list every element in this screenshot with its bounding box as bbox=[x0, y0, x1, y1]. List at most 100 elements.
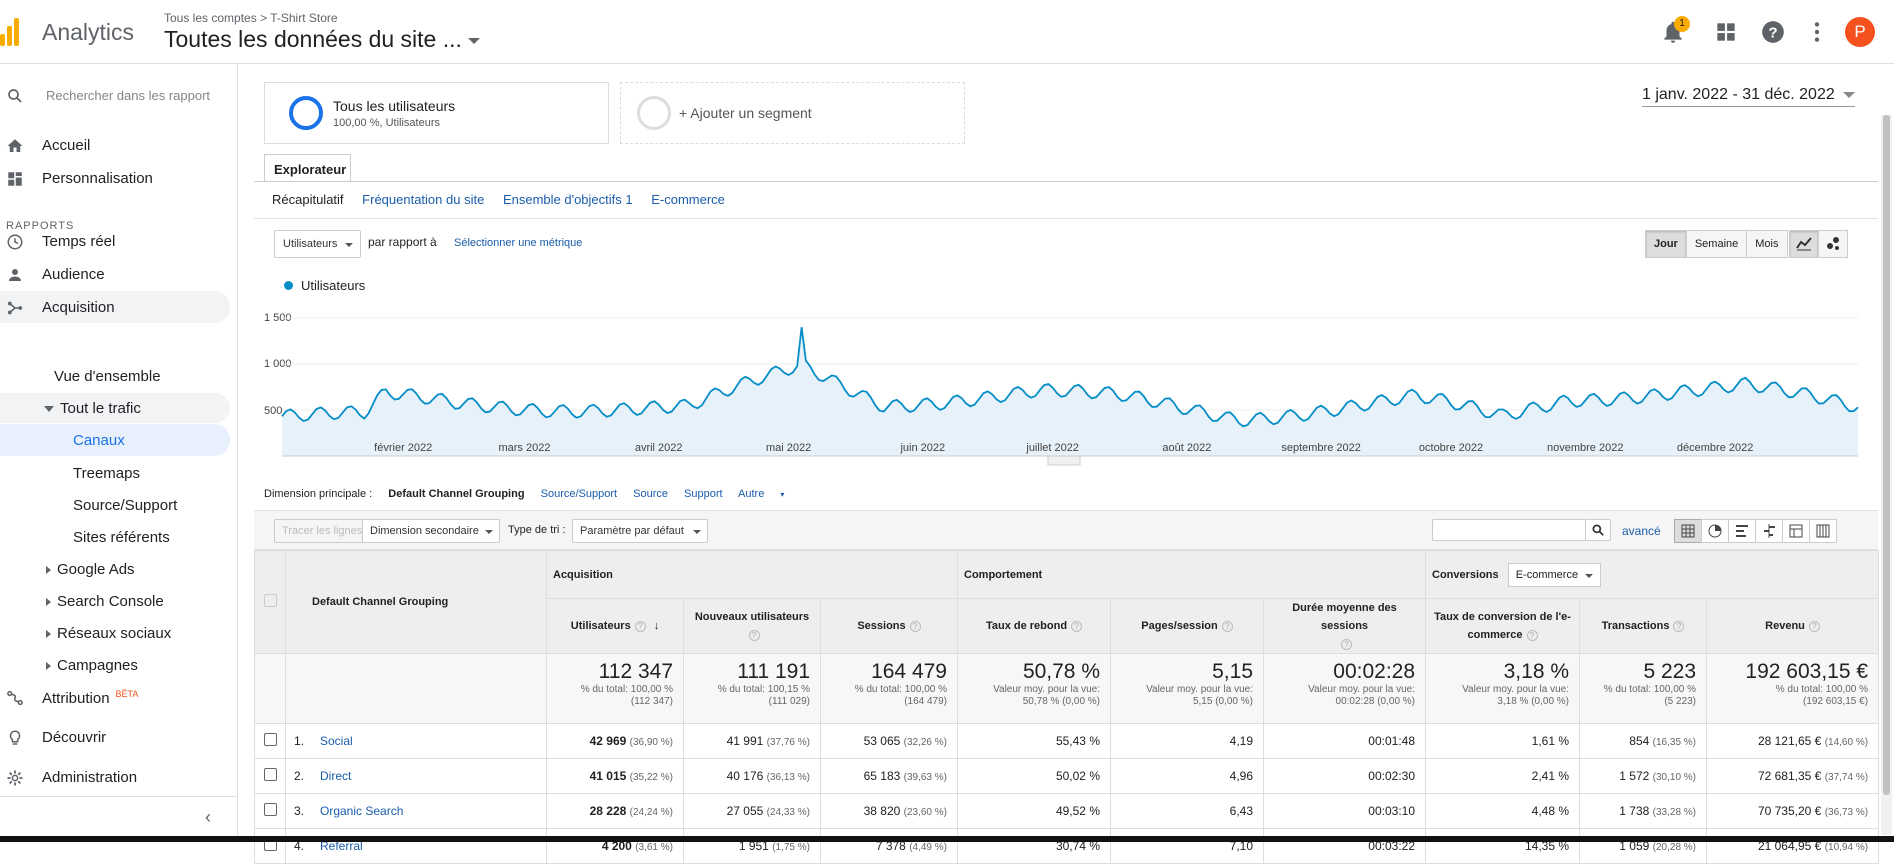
sidebar-item-attribution[interactable]: Attribution BÊTA bbox=[0, 681, 230, 713]
month-button[interactable]: Mois bbox=[1746, 230, 1788, 258]
help-icon[interactable]: ? bbox=[634, 621, 646, 632]
row-checkbox[interactable] bbox=[263, 768, 277, 781]
dimension-default-channel[interactable]: Default Channel Grouping bbox=[388, 488, 525, 500]
advanced-filter-link[interactable]: avancé bbox=[1622, 524, 1661, 538]
sidebar-item-referrals[interactable]: Sites référents bbox=[73, 529, 170, 546]
subtab-ecommerce[interactable]: E-commerce bbox=[651, 192, 725, 207]
table-search-button[interactable] bbox=[1585, 519, 1611, 541]
dimension-source[interactable]: Source bbox=[633, 488, 668, 500]
avatar[interactable]: P bbox=[1845, 17, 1875, 47]
row-channel-link[interactable]: Organic Search bbox=[320, 804, 404, 818]
sidebar-item-google-ads[interactable]: Google Ads bbox=[46, 561, 135, 578]
help-icon[interactable]: ? bbox=[1341, 639, 1352, 650]
dimension-medium[interactable]: Support bbox=[684, 488, 723, 500]
col-pages-session[interactable]: Pages/session? bbox=[1110, 598, 1264, 654]
help-icon[interactable]: ? bbox=[909, 621, 921, 632]
motion-chart-button[interactable] bbox=[1818, 230, 1848, 258]
totals-empty-cell bbox=[285, 653, 547, 724]
line-chart-button[interactable] bbox=[1789, 230, 1819, 258]
term-cloud-view-button[interactable] bbox=[1782, 519, 1810, 543]
sidebar-item-audience[interactable]: Audience bbox=[0, 258, 230, 290]
sidebar-item-acquisition[interactable]: Acquisition bbox=[0, 291, 230, 323]
data-view-button[interactable] bbox=[1674, 519, 1702, 543]
breadcrumb-account[interactable]: Tous les comptes bbox=[164, 11, 257, 25]
app-name[interactable]: Analytics bbox=[42, 19, 135, 45]
search-input[interactable]: Rechercher dans les rapport bbox=[46, 88, 211, 103]
comparison-view-button[interactable] bbox=[1755, 519, 1783, 543]
sidebar-item-admin[interactable]: Administration bbox=[0, 761, 230, 793]
secondary-dimension-select[interactable]: Dimension secondaire bbox=[362, 519, 500, 543]
clock-icon bbox=[7, 234, 23, 250]
sidebar-search[interactable]: Rechercher dans les rapport bbox=[0, 82, 238, 110]
pivot-view-button[interactable] bbox=[1809, 519, 1837, 543]
subtab-goal-set-1[interactable]: Ensemble d'objectifs 1 bbox=[502, 192, 633, 207]
sidebar-item-realtime[interactable]: Temps réel bbox=[0, 225, 230, 257]
row-channel-link[interactable]: Direct bbox=[320, 769, 352, 783]
scrollbar-thumb[interactable] bbox=[1883, 115, 1890, 795]
subtab-summary[interactable]: Récapitulatif bbox=[272, 192, 344, 207]
dimension-source-medium[interactable]: Source/Support bbox=[540, 488, 618, 500]
day-button[interactable]: Jour bbox=[1645, 230, 1687, 258]
row-checkbox[interactable] bbox=[263, 733, 277, 746]
analytics-logo[interactable] bbox=[0, 18, 26, 46]
sidebar-item-treemaps[interactable]: Treemaps bbox=[73, 465, 140, 482]
col-revenue[interactable]: Revenu? bbox=[1706, 598, 1880, 654]
sidebar-item-discover[interactable]: Découvrir bbox=[0, 721, 230, 753]
segment-all-users[interactable]: Tous les utilisateurs 100,00 %, Utilisat… bbox=[264, 82, 609, 144]
help-icon[interactable]: ? bbox=[1760, 19, 1786, 45]
sidebar-item-campaigns[interactable]: Campagnes bbox=[46, 657, 138, 674]
conversion-type-select[interactable]: E-commerce bbox=[1507, 562, 1602, 587]
performance-view-button[interactable] bbox=[1728, 519, 1756, 543]
subtab-site-usage[interactable]: Fréquentation du site bbox=[362, 192, 485, 207]
channels-table: Default Channel Grouping Acquisition Com… bbox=[254, 550, 1880, 864]
scrollbar[interactable] bbox=[1881, 115, 1892, 835]
sort-desc-icon[interactable]: ↓ bbox=[653, 620, 660, 632]
col-bounce-rate[interactable]: Taux de rebond? bbox=[957, 598, 1111, 654]
sidebar-item-home[interactable]: Accueil bbox=[0, 129, 230, 161]
col-new-users[interactable]: Nouveaux utilisateurs? bbox=[683, 598, 821, 654]
help-icon[interactable]: ? bbox=[1071, 621, 1083, 632]
help-icon[interactable]: ? bbox=[1526, 630, 1538, 641]
week-button[interactable]: Semaine bbox=[1685, 230, 1748, 258]
help-icon[interactable]: ? bbox=[748, 630, 760, 641]
sidebar-item-all-traffic[interactable]: Tout le trafic bbox=[0, 393, 230, 423]
dimension-other[interactable]: Autre ▾ bbox=[738, 488, 797, 500]
chevron-down-icon[interactable] bbox=[468, 38, 480, 44]
col-avg-session-duration[interactable]: Durée moyenne des sessions? bbox=[1262, 598, 1427, 654]
table-filter-input[interactable] bbox=[1432, 519, 1586, 541]
help-icon[interactable]: ? bbox=[1808, 621, 1820, 632]
sidebar-item-overview[interactable]: Vue d'ensemble bbox=[54, 368, 161, 385]
divider bbox=[254, 181, 1878, 182]
col-transactions[interactable]: Transactions? bbox=[1579, 598, 1708, 654]
tab-explorer[interactable]: Explorateur bbox=[264, 154, 351, 182]
metric-select[interactable]: Utilisateurs bbox=[274, 230, 361, 258]
plot-rows-button[interactable]: Tracer les lignes bbox=[274, 519, 371, 543]
sidebar-item-source-medium[interactable]: Source/Support bbox=[73, 497, 178, 514]
collapse-sidebar-icon[interactable]: ‹ bbox=[205, 807, 211, 827]
col-ecommerce-conversion-rate[interactable]: Taux de conversion de l'e-commerce? bbox=[1425, 598, 1581, 654]
view-selector[interactable]: Toutes les données du site ... bbox=[164, 26, 462, 52]
sidebar-item-customization[interactable]: Personnalisation bbox=[0, 162, 230, 194]
group-behavior: Comportement bbox=[956, 550, 1427, 599]
col-users[interactable]: Utilisateurs? ↓ bbox=[546, 598, 684, 654]
sort-type-select[interactable]: Paramètre par défaut bbox=[572, 519, 708, 543]
col-sessions[interactable]: Sessions? bbox=[820, 598, 958, 654]
row-channel-link[interactable]: Social bbox=[320, 734, 353, 748]
select-all-checkbox[interactable] bbox=[263, 594, 277, 607]
apps-grid-icon[interactable] bbox=[1713, 19, 1739, 45]
sidebar-item-search-console[interactable]: Search Console bbox=[46, 593, 164, 610]
more-vert-icon[interactable] bbox=[1804, 19, 1830, 45]
help-icon[interactable]: ? bbox=[1221, 621, 1233, 632]
help-icon[interactable]: ? bbox=[1673, 621, 1685, 632]
metric-select-value: Utilisateurs bbox=[283, 238, 338, 250]
dimension-column-header[interactable]: Default Channel Grouping bbox=[285, 550, 547, 654]
breadcrumb[interactable]: Tous les comptes > T-Shirt Store bbox=[164, 11, 338, 25]
percentage-view-button[interactable] bbox=[1701, 519, 1729, 543]
select-metric-link[interactable]: Sélectionner une métrique bbox=[454, 237, 583, 249]
date-range-selector[interactable]: 1 janv. 2022 - 31 déc. 2022 bbox=[1642, 86, 1855, 107]
row-checkbox[interactable] bbox=[263, 803, 277, 816]
breadcrumb-property[interactable]: T-Shirt Store bbox=[270, 11, 338, 25]
sidebar-item-channels[interactable]: Canaux bbox=[0, 424, 230, 456]
add-segment-button[interactable]: + Ajouter un segment bbox=[620, 82, 965, 144]
sidebar-item-social[interactable]: Réseaux sociaux bbox=[46, 625, 171, 642]
